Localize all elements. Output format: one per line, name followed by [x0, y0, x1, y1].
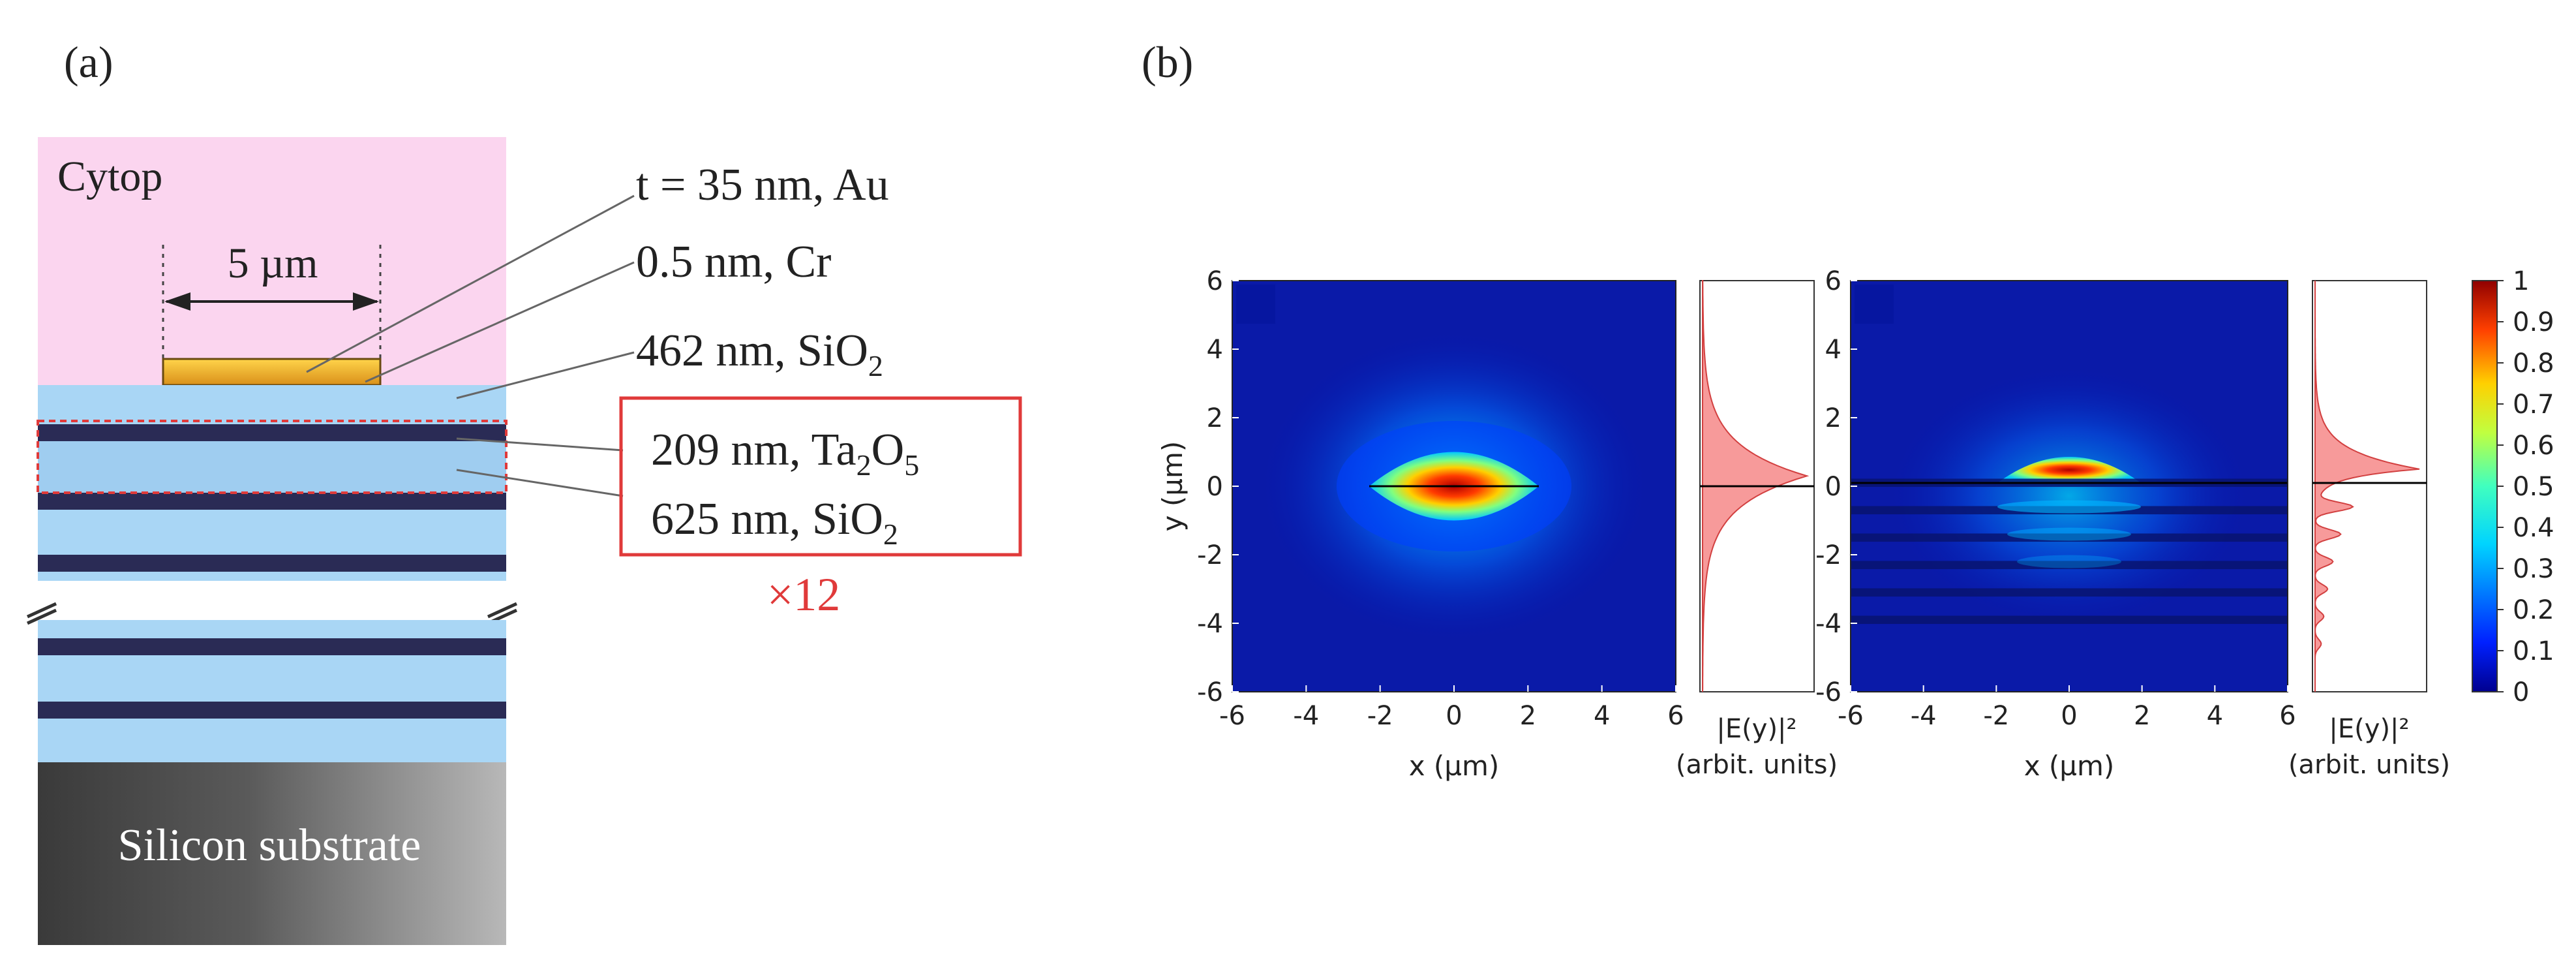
x-tick-label: 0	[1446, 701, 1462, 731]
colorbar-tick-label: 0.9	[2513, 307, 2554, 337]
colorbar	[2472, 280, 2498, 692]
colorbar-tick-label: 0.6	[2513, 431, 2554, 461]
layer-label-sio2: 462 nm, SiO2	[636, 326, 883, 382]
stack-break	[38, 581, 506, 620]
heatmap-2-axes: -6 -4 -2 0 2 4 6 6 4 2 0 -2 -4 -6	[1815, 266, 2296, 731]
width-annotation: 5 µm	[228, 240, 318, 287]
colorbar-tick-label: 0.2	[2513, 595, 2554, 625]
x-tick-label: 4	[2207, 701, 2223, 731]
y-tick-label: -6	[1197, 677, 1223, 707]
leader-stack-sio2	[456, 469, 624, 497]
heatmap-1-ylabel: y (µm)	[1157, 441, 1189, 532]
leader-ta2o5	[456, 437, 624, 452]
y-tick-label: -4	[1815, 609, 1841, 639]
x-tick-label: -2	[1367, 701, 1393, 731]
colorbar-tick-label: 0.4	[2513, 513, 2554, 543]
x-tick-label: 4	[1594, 701, 1610, 731]
y-tick-label: 6	[1207, 266, 1223, 296]
x-tick-label: -4	[1911, 701, 1937, 731]
width-arrow-left-head	[164, 292, 190, 311]
y-tick-label: -2	[1815, 540, 1841, 570]
y-tick-label: -2	[1197, 540, 1223, 570]
cytop-label: Cytop	[57, 153, 162, 200]
colorbar-tick-label: 0.8	[2513, 349, 2554, 379]
y-tick-label: -4	[1197, 609, 1223, 639]
heatmap-1-axes: -6 -4 -2 0 2 4 6 6 4 2 0 -2 -4 -6	[1197, 266, 1684, 731]
colorbar-ticks: 1 0.9 0.8 0.7 0.6 0.5 0.4 0.3 0.2 0.1 0	[2497, 266, 2554, 707]
heatmap-2-band	[1851, 588, 2288, 597]
y-tick-label: 0	[1207, 472, 1223, 502]
silicon-substrate	[38, 762, 506, 945]
colorbar-tick-label: 0.7	[2513, 390, 2554, 420]
profile-2-label-line1: |E(y)|²	[2329, 714, 2409, 744]
heatmap-2-xlabel: x (µm)	[2024, 750, 2115, 782]
heatmap-2-sub-lobe	[2017, 555, 2121, 568]
layer-label-cr: 0.5 nm, Cr	[636, 237, 831, 287]
y-tick-label: 2	[1825, 403, 1841, 433]
y-tick-label: -6	[1815, 677, 1841, 707]
gold-electrode	[162, 358, 382, 386]
leader-sio2	[456, 351, 635, 399]
x-tick-label: 6	[1667, 701, 1684, 731]
panel-a-label: (a)	[64, 37, 113, 87]
repeat-box	[619, 396, 1022, 557]
colorbar-tick-label: 0.1	[2513, 636, 2554, 666]
layer-label-ta2o5: 209 nm, Ta2O5	[651, 425, 919, 482]
y-tick-label: 4	[1825, 335, 1841, 365]
heatmap-2-sub-lobe	[2007, 527, 2131, 541]
colorbar-tick-label: 1	[2513, 266, 2529, 296]
x-tick-label: -6	[1838, 701, 1864, 731]
width-arrow-right-head	[353, 292, 379, 311]
lower-multilayer-stack	[38, 620, 506, 762]
x-tick-label: -6	[1219, 701, 1245, 731]
y-tick-label: 0	[1825, 472, 1841, 502]
upper-multilayer-stack	[38, 385, 506, 581]
colorbar-tick-label: 0.3	[2513, 554, 2554, 584]
leader-au	[306, 194, 635, 373]
y-tick-label: 4	[1207, 335, 1223, 365]
x-tick-label: 0	[2061, 701, 2077, 731]
layer-label-stack-sio2: 625 nm, SiO2	[651, 494, 898, 551]
profile-1-label-line1: |E(y)|²	[1716, 714, 1796, 744]
colorbar-tick-label: 0.5	[2513, 472, 2554, 502]
heatmap-2	[1850, 280, 2288, 692]
heatmap-2-sub-lobe	[1997, 500, 2141, 514]
heatmap-2-band	[1851, 615, 2288, 625]
cytop-cladding	[38, 137, 506, 385]
leader-cr	[365, 261, 635, 383]
x-tick-label: 2	[1520, 701, 1536, 731]
y-tick-label: 2	[1207, 403, 1223, 433]
colorbar-tick-label: 0	[2513, 677, 2529, 707]
heatmap-2-corner-square	[1855, 285, 1894, 324]
heatmap-1-corner-square	[1236, 285, 1275, 324]
x-tick-label: -4	[1293, 701, 1319, 731]
profile-1	[1699, 280, 1815, 692]
repeat-count: ×12	[767, 568, 841, 621]
x-tick-label: 2	[2134, 701, 2150, 731]
panel-b-label: (b)	[1142, 37, 1193, 87]
profile-2-label-line2: (arbit. units)	[2288, 750, 2450, 780]
profile-2	[2312, 280, 2427, 692]
heatmap-2-band	[1851, 533, 2288, 542]
y-tick-label: 6	[1825, 266, 1841, 296]
break-mark-left	[26, 602, 57, 625]
heatmap-2-mode-core	[1997, 457, 2141, 483]
heatmap-2-band	[1851, 561, 2288, 570]
layer-label-au: t = 35 nm, Au	[636, 160, 889, 210]
unit-cell-box	[37, 420, 508, 494]
x-tick-label: 6	[2279, 701, 2296, 731]
profile-1-label-line2: (arbit. units)	[1676, 750, 1838, 780]
x-tick-label: -2	[1983, 701, 2009, 731]
heatmap-2-mode-halo	[1887, 365, 2252, 627]
substrate-label: Silicon substrate	[118, 820, 421, 871]
profile-2-curve	[2314, 281, 2420, 692]
heatmap-1	[1232, 280, 1676, 692]
heatmap-1-xlabel: x (µm)	[1409, 750, 1500, 782]
